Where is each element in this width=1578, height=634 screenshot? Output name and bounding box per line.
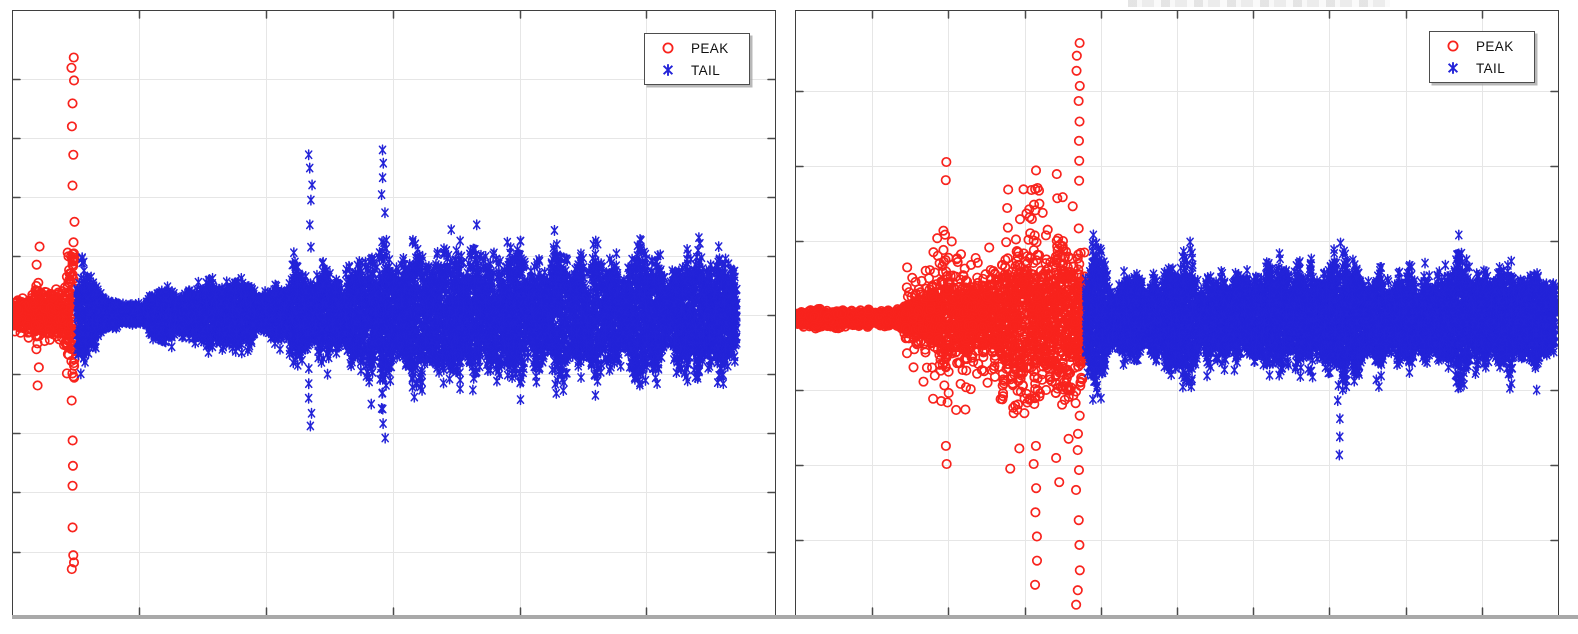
tail-asterisk-marker-icon	[1447, 62, 1459, 74]
cropped-title-fragment	[1128, 0, 1390, 7]
tail-asterisk-marker-icon	[662, 64, 674, 76]
right-plot-canvas	[796, 11, 1558, 615]
legend-label-tail: TAIL	[1476, 60, 1506, 76]
peak-circle-marker-icon	[662, 42, 674, 54]
legend-label-tail: TAIL	[691, 62, 721, 78]
legend-item-peak: PEAK	[645, 37, 743, 59]
legend-label-peak: PEAK	[1476, 38, 1514, 54]
legend-item-tail: TAIL	[1430, 57, 1528, 79]
bottom-axis-bar	[12, 615, 1578, 619]
right-scatter-plot: PEAK TAIL	[795, 10, 1559, 615]
right-plot-legend: PEAK TAIL	[1429, 31, 1535, 83]
left-scatter-plot: PEAK TAIL	[12, 10, 776, 615]
legend-label-peak: PEAK	[691, 40, 729, 56]
legend-item-peak: PEAK	[1430, 35, 1528, 57]
left-plot-canvas	[13, 11, 775, 615]
left-plot-legend: PEAK TAIL	[644, 33, 750, 85]
legend-item-tail: TAIL	[645, 59, 743, 81]
peak-circle-marker-icon	[1447, 40, 1459, 52]
